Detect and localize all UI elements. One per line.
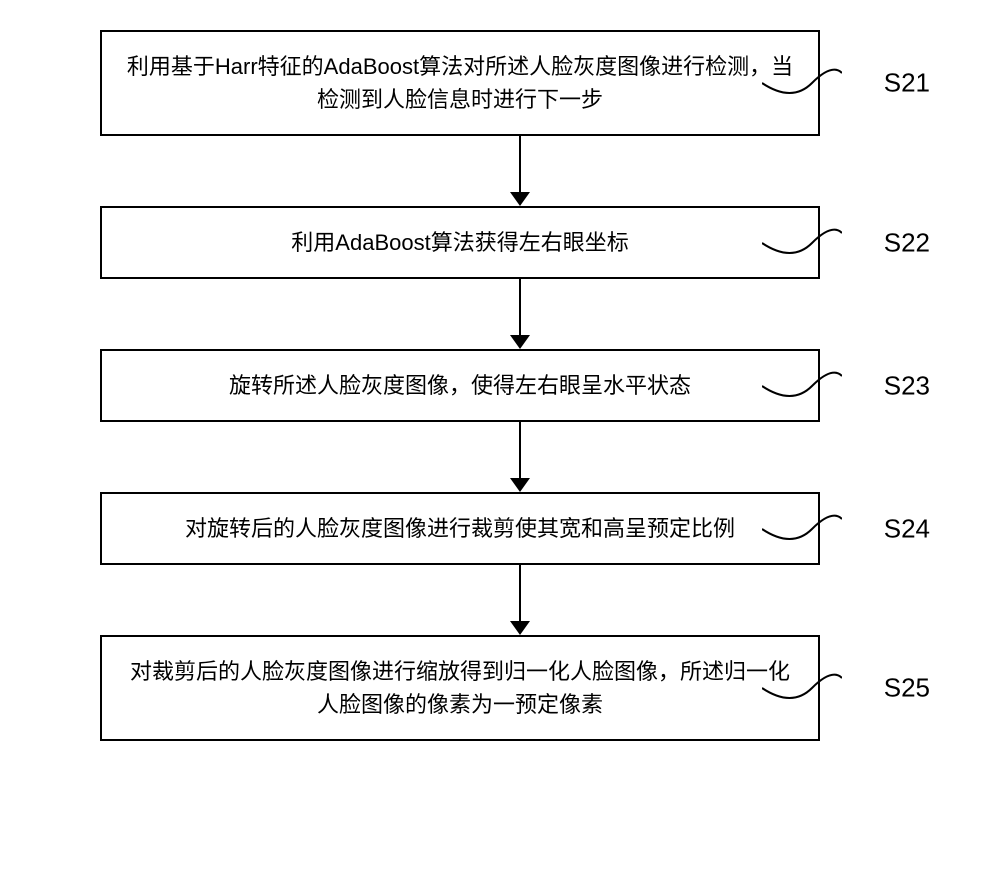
arrow-line: [519, 422, 521, 480]
step-text: 利用AdaBoost算法获得左右眼坐标: [291, 230, 628, 255]
connector-s24: [762, 509, 842, 549]
step-box-s24: 对旋转后的人脸灰度图像进行裁剪使其宽和高呈预定比例: [100, 492, 820, 565]
step-label-s24: S24: [884, 513, 930, 544]
arrow-head-icon: [510, 335, 530, 349]
arrow-head-icon: [510, 621, 530, 635]
step-row-3: 旋转所述人脸灰度图像，使得左右眼呈水平状态 S23: [60, 349, 940, 422]
step-text: 旋转所述人脸灰度图像，使得左右眼呈水平状态: [229, 373, 691, 398]
arrow-line: [519, 565, 521, 623]
step-label-s21: S21: [884, 68, 930, 99]
arrow-2: [160, 279, 880, 349]
step-row-5: 对裁剪后的人脸灰度图像进行缩放得到归一化人脸图像，所述归一化人脸图像的像素为一预…: [60, 635, 940, 741]
step-label-s25: S25: [884, 673, 930, 704]
arrow-3: [160, 422, 880, 492]
step-box-s22: 利用AdaBoost算法获得左右眼坐标: [100, 206, 820, 279]
connector-s23: [762, 366, 842, 406]
arrow-head-icon: [510, 192, 530, 206]
arrow-line: [519, 279, 521, 337]
arrow-line: [519, 136, 521, 194]
arrow-1: [160, 136, 880, 206]
arrow-head-icon: [510, 478, 530, 492]
step-box-s23: 旋转所述人脸灰度图像，使得左右眼呈水平状态: [100, 349, 820, 422]
arrow-4: [160, 565, 880, 635]
connector-s21: [762, 63, 842, 103]
connector-s25: [762, 668, 842, 708]
step-text: 对裁剪后的人脸灰度图像进行缩放得到归一化人脸图像，所述归一化人脸图像的像素为一预…: [130, 659, 790, 717]
step-box-s25: 对裁剪后的人脸灰度图像进行缩放得到归一化人脸图像，所述归一化人脸图像的像素为一预…: [100, 635, 820, 741]
step-row-4: 对旋转后的人脸灰度图像进行裁剪使其宽和高呈预定比例 S24: [60, 492, 940, 565]
step-row-2: 利用AdaBoost算法获得左右眼坐标 S22: [60, 206, 940, 279]
step-row-1: 利用基于Harr特征的AdaBoost算法对所述人脸灰度图像进行检测，当检测到人…: [60, 30, 940, 136]
connector-s22: [762, 223, 842, 263]
step-text: 利用基于Harr特征的AdaBoost算法对所述人脸灰度图像进行检测，当检测到人…: [127, 54, 793, 112]
step-box-s21: 利用基于Harr特征的AdaBoost算法对所述人脸灰度图像进行检测，当检测到人…: [100, 30, 820, 136]
flowchart-container: 利用基于Harr特征的AdaBoost算法对所述人脸灰度图像进行检测，当检测到人…: [60, 30, 940, 846]
step-label-s22: S22: [884, 227, 930, 258]
step-text: 对旋转后的人脸灰度图像进行裁剪使其宽和高呈预定比例: [185, 516, 735, 541]
step-label-s23: S23: [884, 370, 930, 401]
